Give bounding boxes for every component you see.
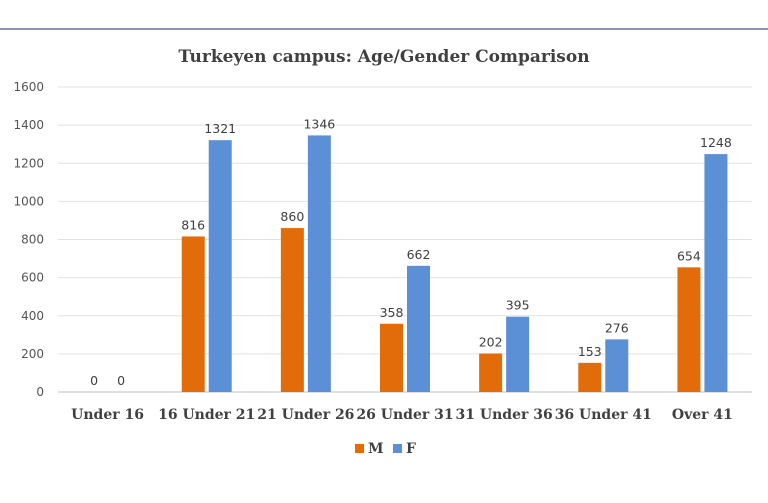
bar-m (677, 267, 701, 392)
bar-m (181, 236, 205, 392)
legend-label: F (406, 441, 416, 457)
data-label: 654 (677, 248, 701, 263)
y-tick-label: 0 (36, 385, 44, 399)
data-label: 0 (90, 373, 98, 388)
bar-m (380, 323, 403, 392)
data-label: 276 (605, 320, 629, 335)
legend-label: M (368, 441, 384, 457)
bar-f (704, 154, 728, 392)
x-category-label: Over 41 (672, 407, 733, 423)
x-category-label: Under 16 (71, 407, 144, 423)
y-tick-label: 1000 (13, 194, 44, 208)
chart-title: Turkeyen campus: Age/Gender Comparison (178, 47, 589, 67)
bar-m (578, 362, 602, 392)
x-axis-categories: Under 16 16 Under 21 21 Under 26 26 Under 3… (71, 407, 733, 423)
y-tick-label: 1400 (13, 118, 44, 132)
y-axis-ticks: 0 200 400 600 800 1000 1200 1400 1600 (13, 80, 44, 399)
bar-f (208, 140, 232, 392)
y-tick-label: 400 (21, 309, 44, 323)
data-label: 395 (506, 298, 530, 313)
data-label: 662 (407, 247, 431, 262)
bar-f (307, 135, 331, 392)
gridlines (58, 86, 752, 393)
legend-swatch-f (393, 444, 402, 453)
bar-m (479, 353, 503, 392)
data-label: 0 (117, 373, 125, 388)
x-category-label: 31 Under 36 (456, 407, 553, 423)
bar-f (506, 316, 530, 392)
data-label: 1321 (204, 121, 236, 136)
data-label: 860 (280, 209, 304, 224)
bar-m (280, 228, 304, 392)
y-tick-label: 1600 (13, 80, 44, 94)
x-category-label: 26 Under 31 (356, 407, 453, 423)
data-label: 1346 (303, 116, 335, 131)
x-category-label: 21 Under 26 (257, 407, 354, 423)
x-category-label: 16 Under 21 (158, 407, 255, 423)
data-label: 816 (181, 217, 205, 232)
data-label: 153 (578, 344, 602, 359)
y-tick-label: 800 (21, 233, 44, 247)
y-tick-label: 200 (21, 347, 44, 361)
data-label: 202 (479, 334, 503, 349)
y-tick-label: 600 (21, 271, 44, 285)
data-label: 358 (380, 305, 404, 320)
data-label: 1248 (700, 135, 732, 150)
x-category-label: 36 Under 41 (555, 407, 652, 423)
bar-f (605, 339, 629, 392)
legend-swatch-m (355, 444, 364, 453)
top-border-rule (0, 28, 768, 30)
y-tick-label: 1200 (13, 156, 44, 170)
bars (181, 135, 728, 392)
bar-f (407, 265, 430, 392)
